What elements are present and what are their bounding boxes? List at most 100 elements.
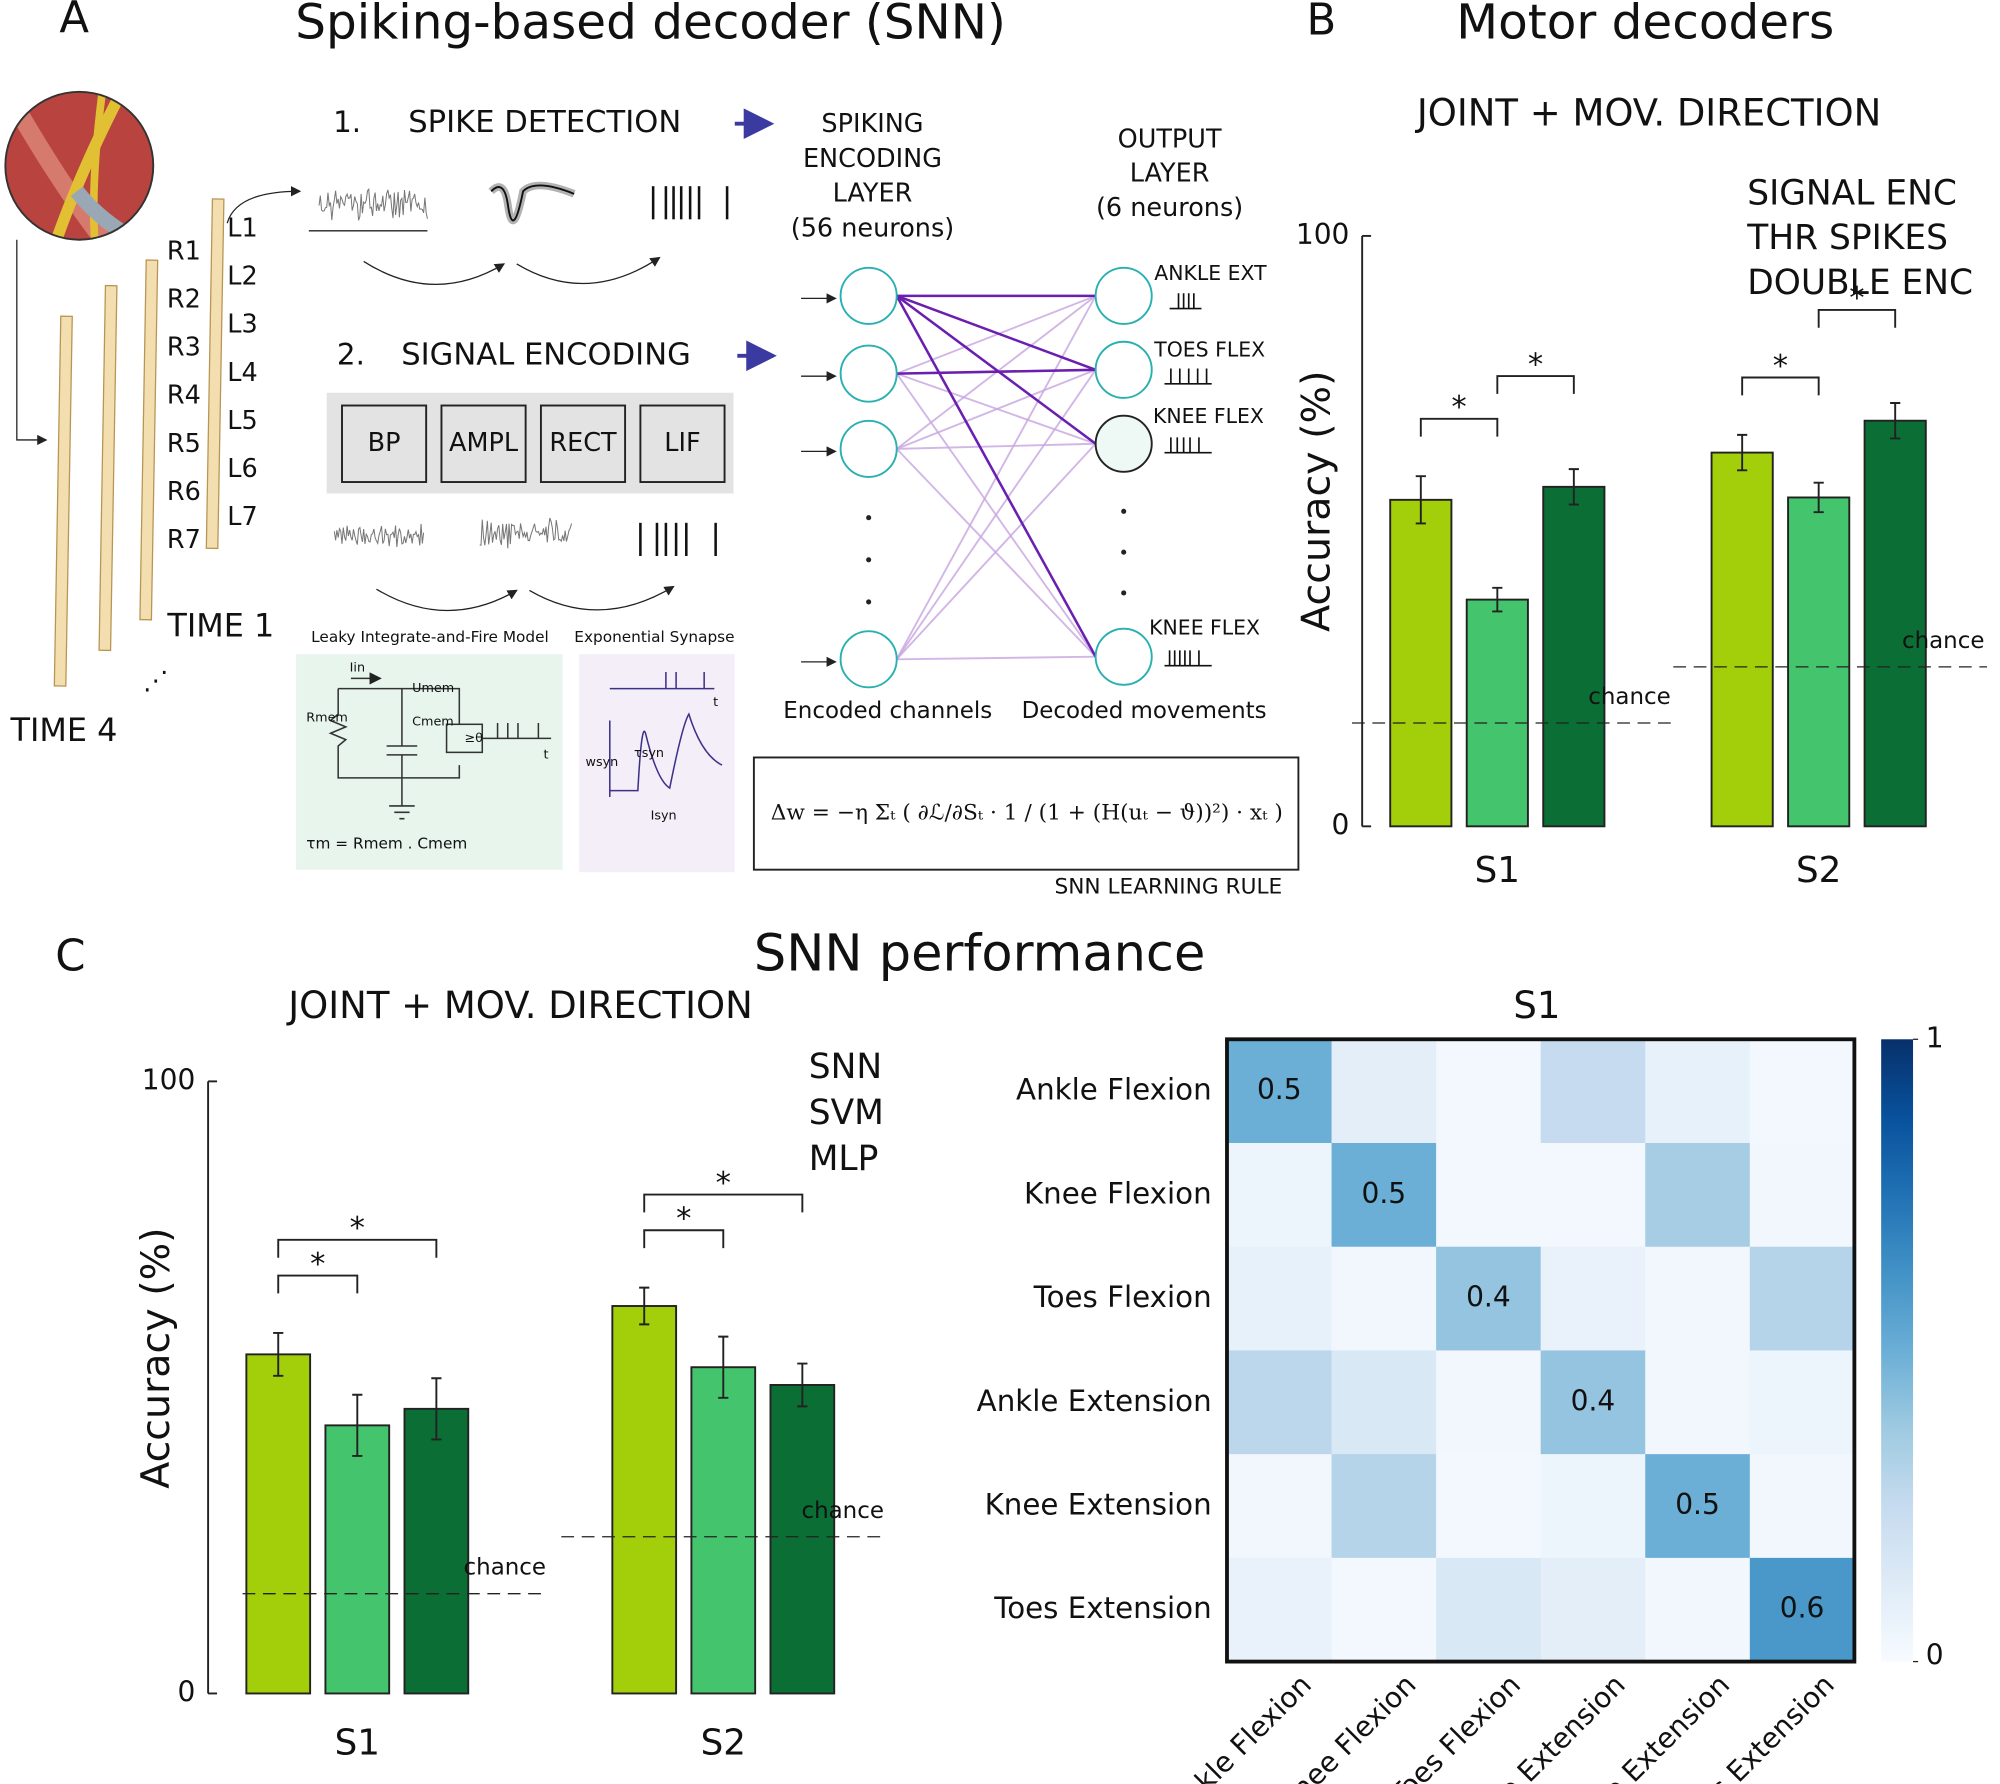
decoration-circle	[1094, 266, 1153, 325]
electrode-label: R5	[167, 429, 201, 459]
column-label: Ankle Flexion	[1162, 1668, 1318, 1784]
error-bar	[1568, 468, 1579, 506]
heatmap-cell	[1226, 1350, 1333, 1455]
decoration-rect	[341, 404, 428, 483]
panel-title: Spiking-based decoder (SNN)	[295, 0, 1006, 51]
heatmap-cell	[1226, 1246, 1333, 1352]
heatmap-cell	[1540, 1557, 1646, 1663]
x-tick-label: S1	[335, 1722, 380, 1763]
decoration-path	[609, 672, 715, 690]
decoration-rect	[639, 404, 726, 483]
legend-entry: THR SPIKES	[1746, 218, 1948, 258]
decoration-circle	[1121, 508, 1127, 514]
heatmap-cell	[1540, 1143, 1646, 1248]
connection	[896, 368, 1096, 450]
significance-bracket	[1419, 417, 1499, 437]
layer-label: LAYER	[833, 179, 913, 209]
block-label: BP	[368, 428, 401, 458]
heatmap-cell	[1436, 1246, 1542, 1352]
synapse-label: t	[713, 695, 718, 710]
decoration-g	[341, 404, 726, 483]
error-bar	[1737, 433, 1748, 472]
rule-label: SNN LEARNING RULE	[1054, 875, 1282, 900]
decoration-circle	[1094, 627, 1153, 686]
heatmap-cell	[1645, 1246, 1751, 1352]
decoration-path	[16, 239, 48, 446]
heatmap-cell	[1436, 1454, 1542, 1559]
row-label: Toes Extension	[993, 1591, 1211, 1625]
decoration-path	[529, 585, 675, 611]
connection-strong	[895, 295, 1097, 658]
heatmap-cell	[1645, 1454, 1751, 1559]
synapse-label: τsyn	[634, 746, 664, 761]
chance-label: chance	[464, 1555, 546, 1581]
step-number: 1.	[333, 105, 361, 139]
decoration-circle	[839, 630, 898, 689]
decoration-rect	[440, 404, 527, 483]
heatmap-cell	[1436, 1350, 1542, 1455]
chance-label: chance	[801, 1498, 883, 1524]
decoration-path	[609, 712, 723, 792]
electrode-label: L3	[227, 310, 257, 340]
model-title: Leaky Integrate-and-Fire Model	[311, 628, 549, 646]
heatmap-cell	[1331, 1454, 1437, 1559]
row-label: Knee Flexion	[1024, 1176, 1212, 1210]
electrode-label: R2	[167, 285, 201, 315]
heatmap-cell	[1226, 1143, 1333, 1248]
decoration-circle	[866, 557, 872, 563]
bar	[611, 1305, 678, 1695]
cell-label: 0.5	[1362, 1177, 1407, 1210]
significance-bracket	[643, 1193, 804, 1213]
chart-subtitle: JOINT + MOV. DIRECTION	[1415, 91, 1881, 134]
heatmap-cell	[1645, 1143, 1751, 1248]
bar	[1710, 451, 1774, 828]
layer-label: (56 neurons)	[791, 213, 954, 243]
heatmap-cell	[1645, 1039, 1751, 1144]
output-label: KNEE FLEX	[1149, 616, 1260, 640]
decoration-path	[363, 260, 506, 285]
heatmap-cell	[1540, 1350, 1646, 1455]
layer-label: (6 neurons)	[1096, 193, 1243, 223]
synapse-label: wsyn	[586, 755, 619, 770]
error-bar	[718, 1335, 729, 1399]
heatmap-cell	[1331, 1246, 1437, 1352]
decoration-path	[490, 184, 575, 222]
layer-caption: Decoded movements	[1022, 698, 1267, 724]
heatmap-cell	[1436, 1557, 1542, 1663]
time-label: TIME 1	[166, 606, 274, 644]
decoration-path	[496, 723, 540, 739]
colorbar	[1881, 1039, 1914, 1662]
electrode-label: L7	[227, 502, 257, 532]
significance-mark: *	[310, 1247, 325, 1282]
error-bar	[1813, 481, 1824, 514]
model-title: Exponential Synapse	[574, 628, 734, 646]
learning-rule: Δw = −η Σₜ ( ∂ℒ/∂Sₜ · 1 / (1 + (H(uₜ − ϑ…	[771, 801, 1283, 826]
legend-entry: MLP	[809, 1139, 879, 1179]
waveform	[333, 523, 425, 547]
y-tick-label: 100	[1296, 218, 1350, 251]
decoration-path	[1164, 437, 1212, 454]
decoration-circle	[1121, 590, 1127, 596]
heatmap-cell	[1749, 1143, 1856, 1248]
row-label: Knee Extension	[985, 1488, 1212, 1522]
electrode-label: L5	[227, 406, 257, 436]
decoration-rect	[98, 284, 118, 652]
decoration-path	[328, 688, 461, 779]
significance-bracket	[1817, 308, 1897, 328]
heatmap-cell	[1331, 1143, 1437, 1248]
heatmap-title: S1	[1513, 984, 1560, 1027]
cell-label: 0.4	[1466, 1281, 1511, 1314]
layer-label: ENCODING	[803, 144, 942, 174]
heatmap-cell	[1436, 1039, 1542, 1144]
connection	[896, 294, 1096, 375]
heatmap-cell	[1226, 1557, 1333, 1663]
cell-label: 0.5	[1675, 1488, 1720, 1521]
bar	[690, 1366, 757, 1695]
waveform	[318, 187, 428, 221]
electrode-label: L4	[227, 358, 257, 388]
bar	[403, 1407, 470, 1695]
connection-strong	[895, 294, 1097, 445]
step-number: 2.	[337, 337, 365, 371]
legend-entry: SNN	[809, 1047, 882, 1087]
